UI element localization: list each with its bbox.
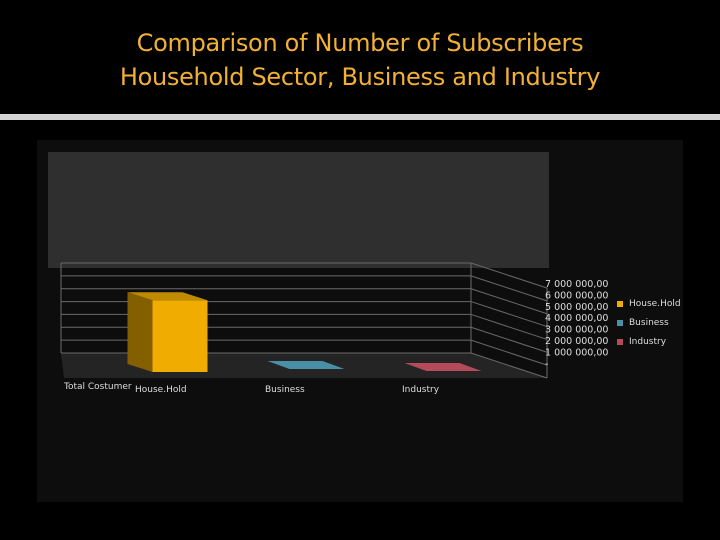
legend-label-business: Business [629, 317, 669, 328]
bar-household-side [127, 292, 153, 372]
legend-item-industry: Industry [617, 332, 681, 351]
legend-label-industry: Industry [629, 336, 667, 347]
bar-household-top [127, 292, 208, 301]
chart-legend: House.Hold Business Industry [617, 294, 681, 351]
y-tick-label: 6 000 000,00 [545, 290, 608, 301]
gridline-side [470, 339, 548, 366]
y-tick-label: 3 000 000,00 [545, 325, 608, 336]
x-tick-label: Business [265, 385, 305, 395]
gridline-side [470, 326, 548, 353]
y-tick-label: 4 000 000,00 [545, 313, 608, 324]
gridline-side [470, 301, 548, 328]
slide-title-line-2: Household Sector, Business and Industry [119, 63, 601, 91]
legend-item-business: Business [617, 313, 681, 332]
gridline-side [470, 288, 548, 315]
legend-item-household: House.Hold [617, 294, 681, 313]
bar-business [267, 361, 345, 369]
row-label: Total Costumer [63, 382, 132, 392]
chart-back-wall [48, 152, 549, 268]
gridline-side [470, 275, 548, 302]
legend-label-household: House.Hold [629, 298, 681, 309]
x-tick-label: Industry [402, 385, 440, 395]
legend-swatch-industry [617, 338, 623, 345]
bar-industry [404, 363, 482, 371]
y-tick-label: 2 000 000,00 [545, 336, 608, 347]
legend-swatch-business [617, 319, 623, 326]
y-tick-label: 5 000 000,00 [545, 302, 608, 313]
y-tick-label: - [545, 359, 548, 370]
slide-title-line-1: Comparison of Number of Subscribers [136, 29, 584, 57]
bar-household [152, 300, 208, 372]
slide-title: Comparison of Number of Subscribers Hous… [0, 26, 720, 94]
title-divider [0, 114, 720, 120]
legend-swatch-household [617, 300, 623, 307]
gridline-side [470, 262, 548, 289]
y-tick-label: 7 000 000,00 [545, 279, 608, 290]
gridline-side [470, 313, 548, 340]
gridline-side [470, 352, 548, 379]
x-tick-label: House.Hold [135, 385, 187, 395]
y-tick-label: 1 000 000,00 [545, 347, 608, 358]
